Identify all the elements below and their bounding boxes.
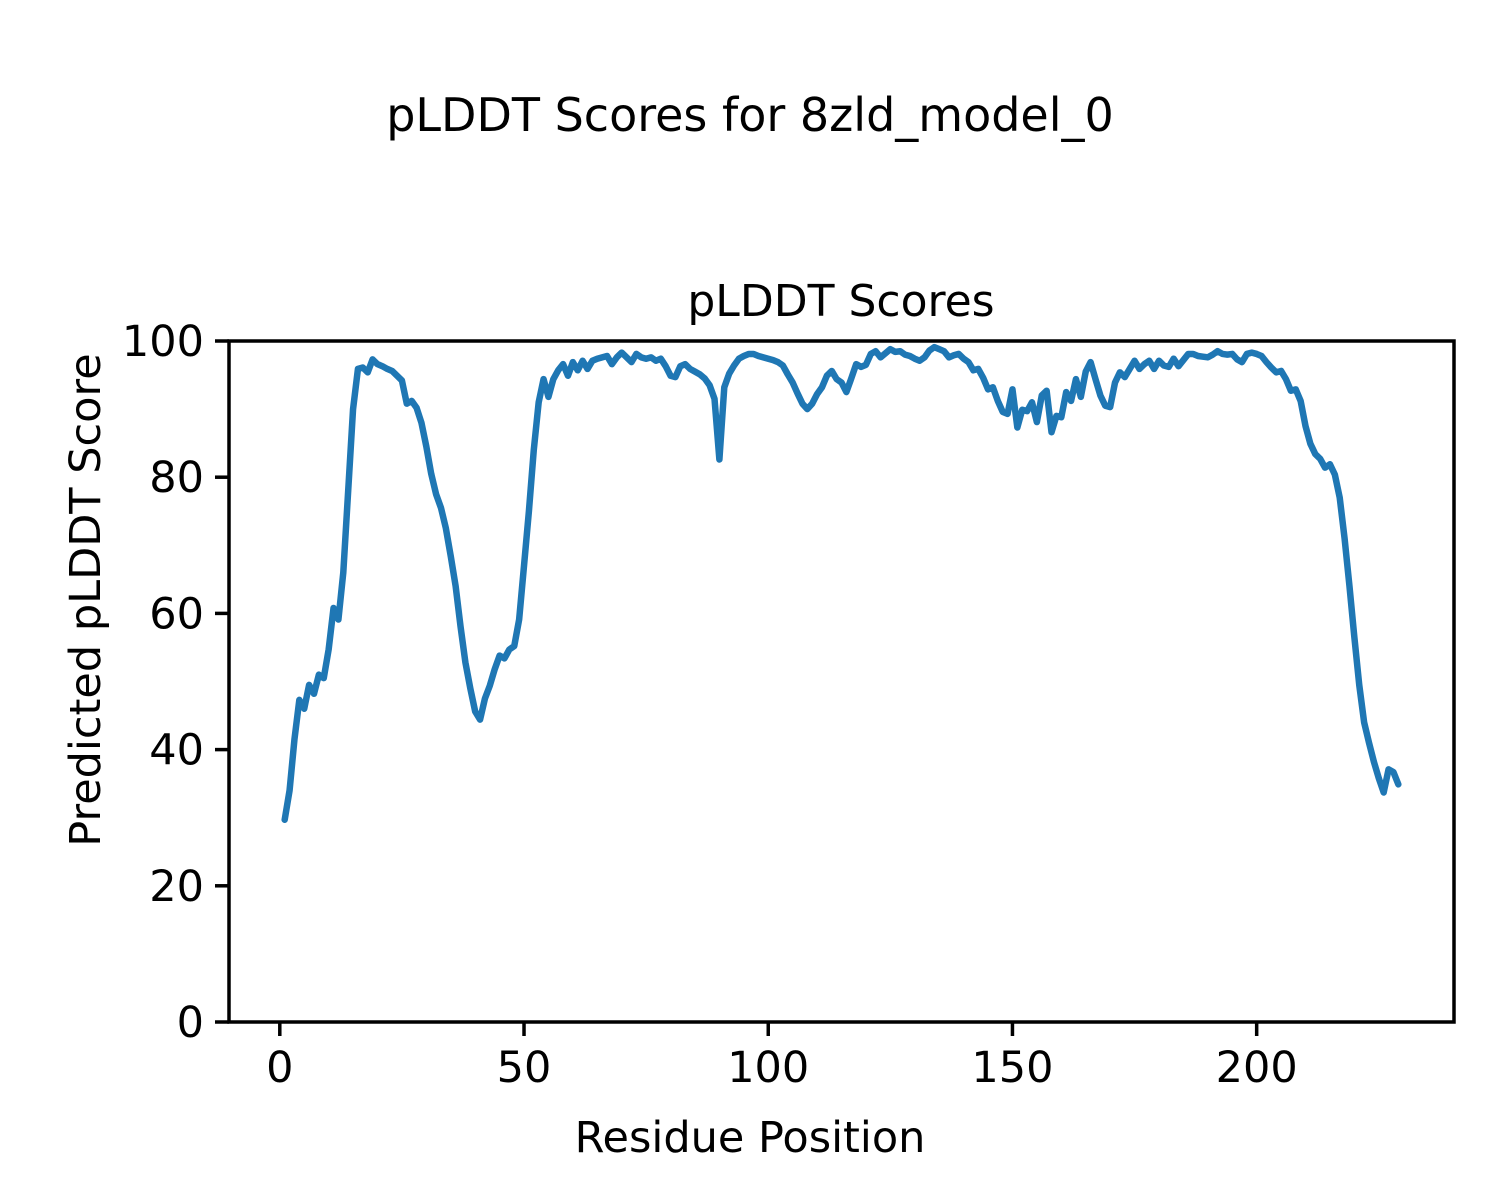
- x-axis-ticks: 0 50 100 150 200: [266, 1022, 1298, 1093]
- x-tick-label: 200: [1216, 1043, 1298, 1093]
- x-tick-label: 0: [266, 1043, 293, 1093]
- plddt-score-line: [281, 343, 1402, 823]
- x-tick-label: 100: [727, 1043, 809, 1093]
- y-axis-label: Predicted pLDDT Score: [61, 353, 111, 846]
- x-tick-label: 50: [497, 1043, 552, 1093]
- y-tick-label: 40: [149, 726, 204, 776]
- axes-title: pLDDT Scores: [687, 276, 994, 327]
- axes-spines: [227, 339, 1456, 1024]
- y-tick-label: 20: [149, 862, 204, 912]
- y-tick-label: 80: [149, 453, 204, 503]
- x-axis-label: Residue Position: [575, 1113, 926, 1163]
- y-tick-label: 60: [149, 589, 204, 639]
- y-tick-label: 100: [122, 317, 204, 367]
- figure-suptitle: pLDDT Scores for 8zld_model_0: [386, 88, 1114, 142]
- y-axis-ticks: 0 20 40 60 80 100: [122, 317, 229, 1048]
- x-tick-label: 150: [971, 1043, 1053, 1093]
- y-tick-label: 0: [177, 998, 204, 1048]
